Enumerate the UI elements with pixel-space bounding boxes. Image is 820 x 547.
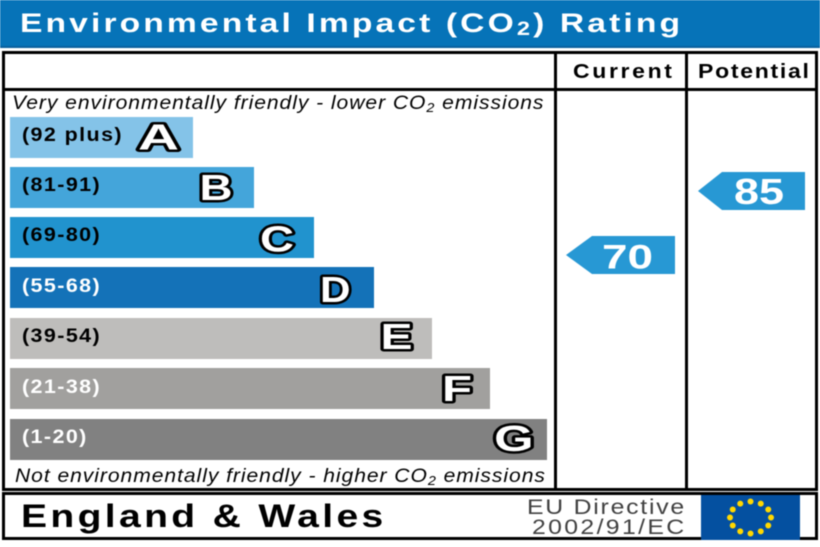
svg-text:C: C (260, 219, 294, 260)
svg-text:A: A (138, 116, 179, 157)
svg-text:E: E (381, 316, 413, 357)
svg-text:F: F (442, 368, 472, 409)
svg-text:D: D (320, 269, 351, 310)
svg-text:B: B (200, 167, 233, 208)
svg-text:70: 70 (602, 238, 653, 276)
svg-text:85: 85 (734, 171, 784, 212)
svg-text:G: G (494, 418, 533, 459)
